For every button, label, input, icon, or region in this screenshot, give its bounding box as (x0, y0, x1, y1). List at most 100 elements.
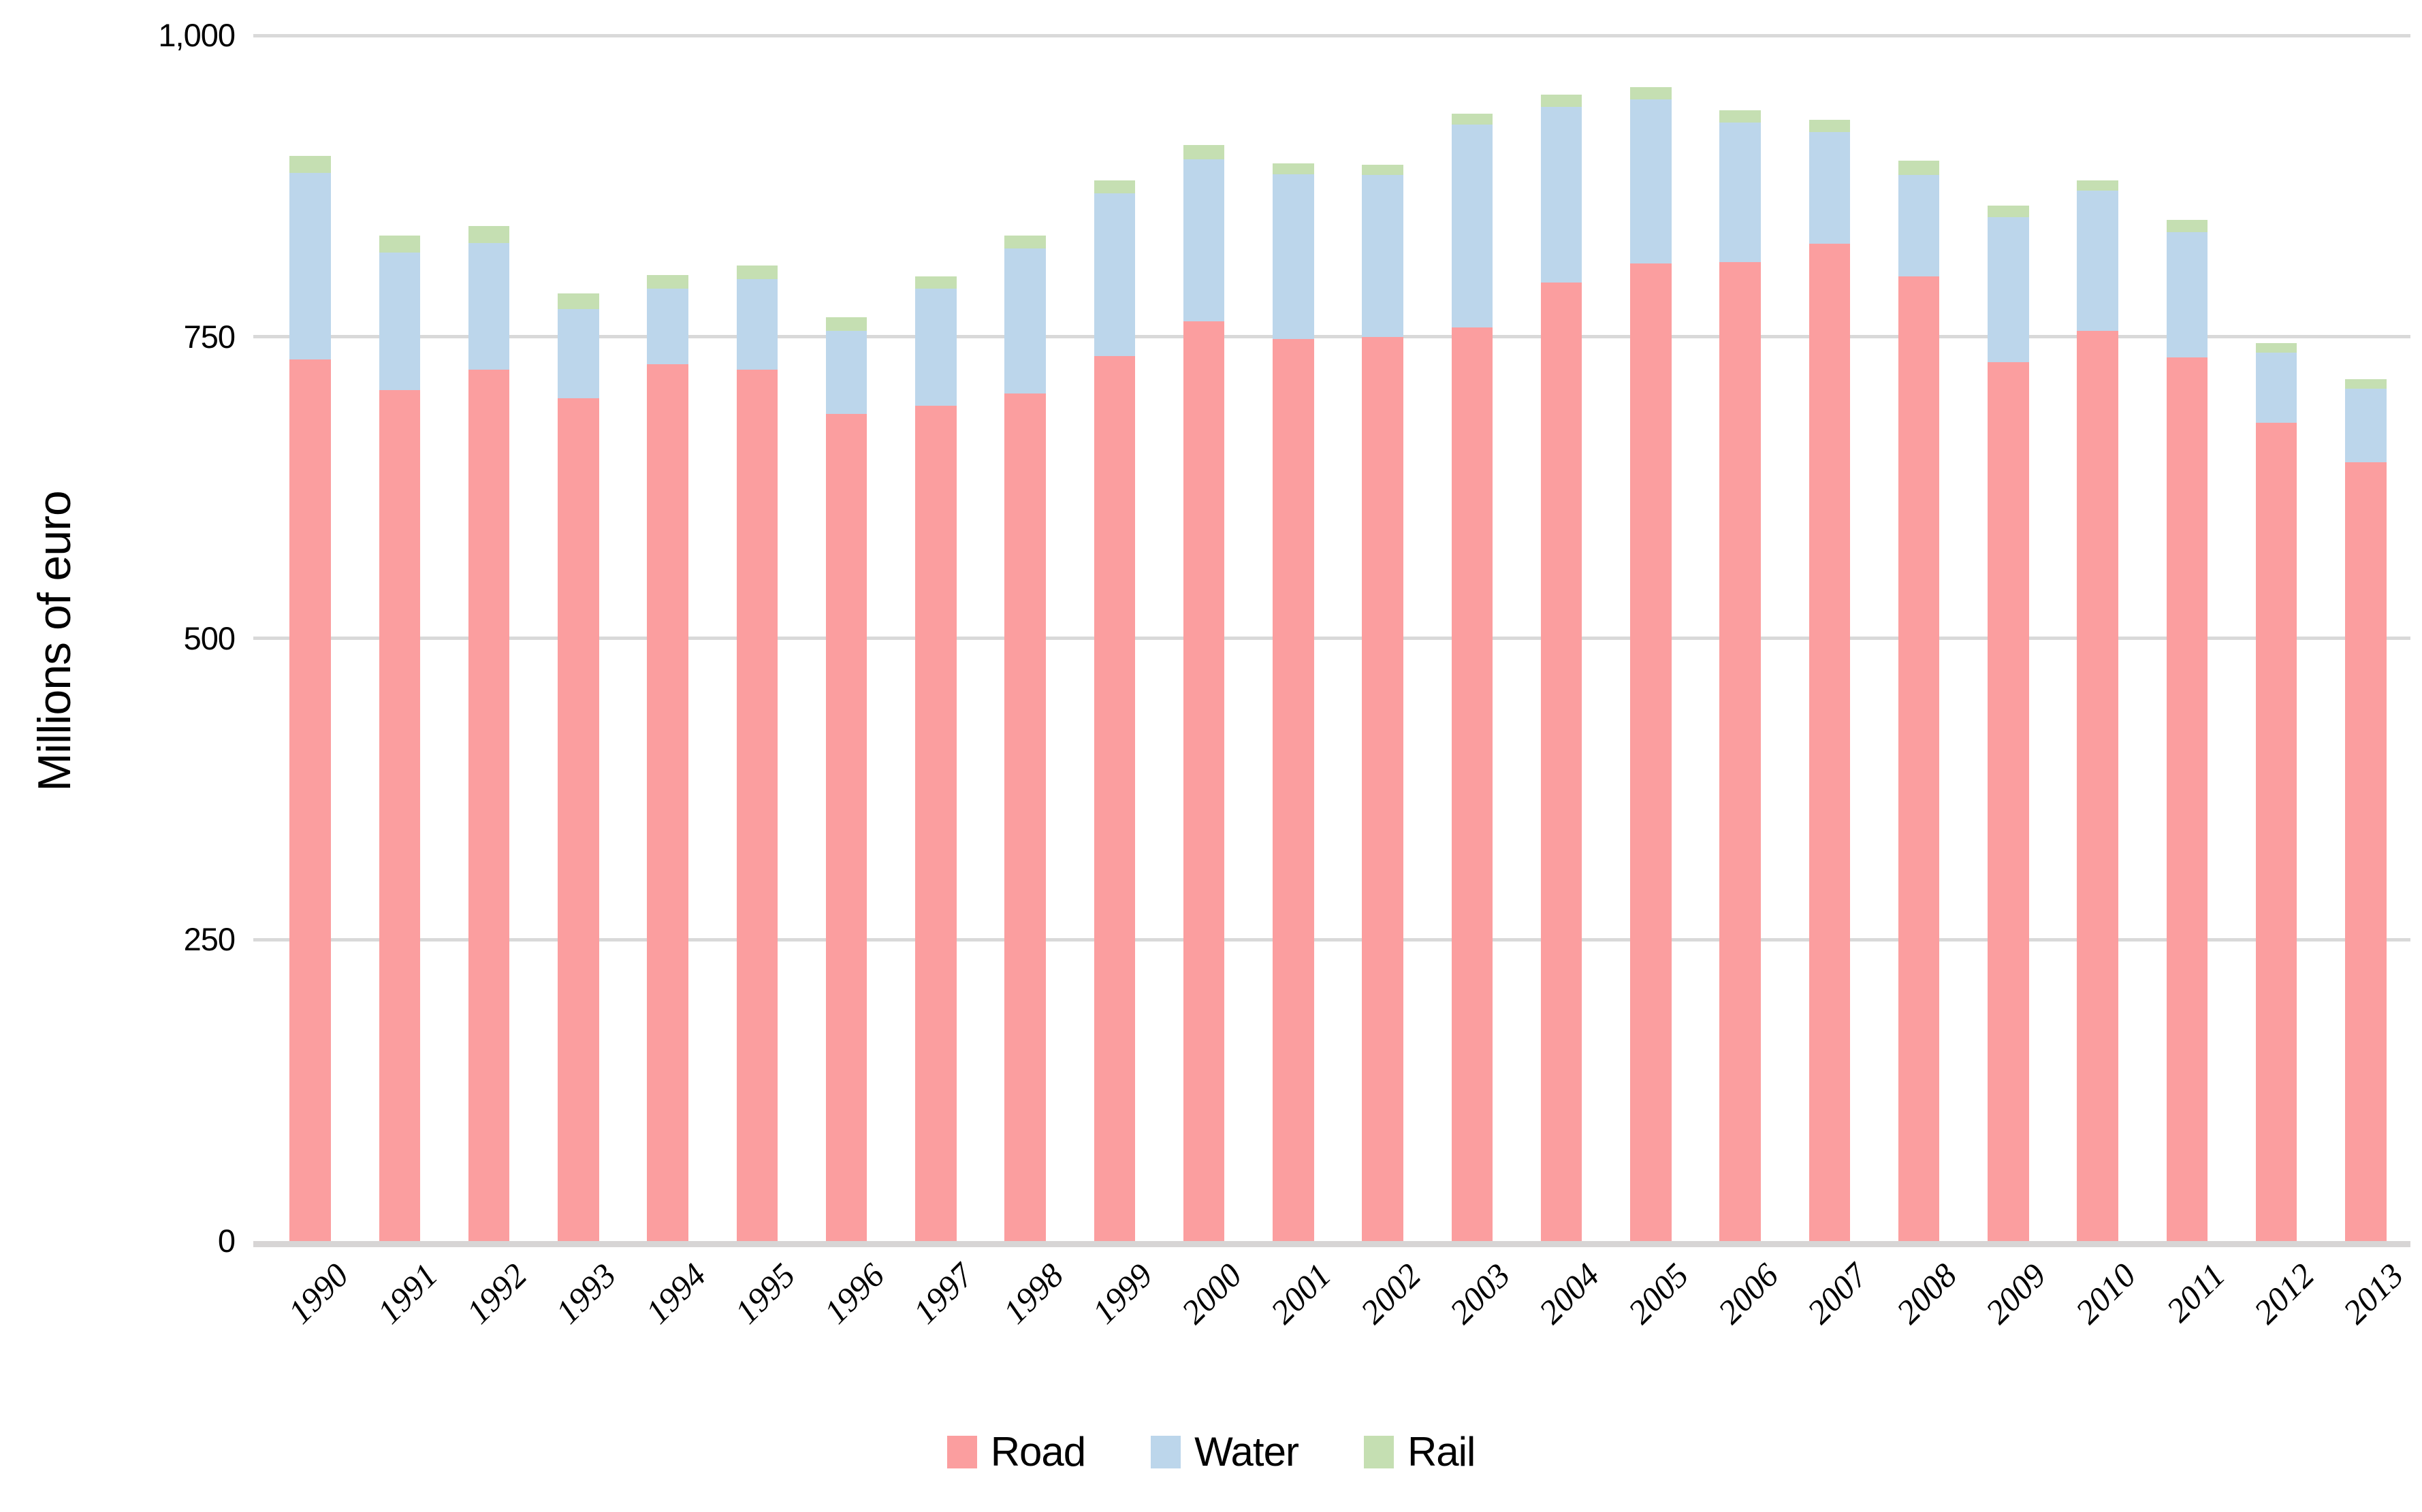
bar-2004-water-segment (1540, 106, 1582, 283)
bar-2008-water-segment (1898, 175, 1940, 277)
bar-2004-rail-segment (1540, 94, 1582, 107)
bar-2011 (2166, 219, 2208, 1241)
bar-1992-road-segment (468, 369, 510, 1241)
x-axis-tick-labels: 1990 1991 1992 1993 1994 1995 1996 1997 1998 1999… (0, 1251, 2422, 1415)
bar-2005-rail-segment (1630, 87, 1672, 99)
bar-slot-2005 (1606, 35, 1695, 1241)
bar-2001-road-segment (1273, 339, 1314, 1241)
y-tick-label-1000: 1,000 (158, 17, 236, 53)
bar-slot-1990 (266, 35, 355, 1241)
bar-1993-rail-segment (558, 293, 599, 310)
bar-1991-road-segment (379, 389, 421, 1241)
bar-1991-water-segment (379, 252, 421, 390)
bar-1999-water-segment (1094, 193, 1136, 357)
bar-2011-rail-segment (2166, 219, 2208, 232)
bar-2011-water-segment (2166, 231, 2208, 357)
legend-item-water: Water (1151, 1428, 1299, 1475)
bar-2001-rail-segment (1273, 163, 1314, 174)
bar-2012-rail-segment (2255, 342, 2297, 353)
x-tick-label-1999: 1999 (1084, 1255, 1160, 1332)
x-tick-label-2003: 2003 (1441, 1255, 1518, 1332)
bar-slot-2007 (1785, 35, 1874, 1241)
bar-2010-road-segment (2077, 330, 2118, 1241)
bar-2013 (2345, 379, 2387, 1241)
bar-2007-rail-segment (1808, 120, 1851, 132)
bar-2010 (2077, 180, 2118, 1241)
bar-1993 (558, 293, 599, 1241)
bar-2006-road-segment (1719, 261, 1761, 1241)
bar-slot-2008 (1875, 35, 1964, 1241)
bar-slot-2004 (1517, 35, 1606, 1241)
x-tick-label-2002: 2002 (1352, 1255, 1428, 1332)
x-tick-label-1991: 1991 (369, 1255, 445, 1332)
bar-2009 (1988, 205, 2029, 1241)
x-tick-label-2007: 2007 (1799, 1255, 1875, 1332)
gridline-500 (253, 637, 2410, 640)
legend: Road Water Rail (0, 1428, 2422, 1475)
x-tick-label-1996: 1996 (816, 1255, 892, 1332)
x-tick-label-1998: 1998 (995, 1255, 1070, 1332)
bar-2004 (1540, 94, 1582, 1241)
bar-1995-road-segment (736, 369, 778, 1241)
bar-slot-1995 (712, 35, 801, 1241)
bar-2007-water-segment (1808, 131, 1851, 244)
bar-2002 (1362, 164, 1403, 1241)
bar-1992 (468, 225, 510, 1241)
legend-item-rail: Rail (1363, 1428, 1476, 1475)
bar-1999-road-segment (1094, 356, 1136, 1241)
bar-2003-road-segment (1451, 327, 1493, 1241)
bar-2005-water-segment (1630, 99, 1672, 263)
bar-2002-road-segment (1362, 336, 1403, 1241)
bar-1994-rail-segment (647, 275, 688, 289)
x-tick-label-2013: 2013 (2336, 1255, 2411, 1332)
bar-1999 (1094, 180, 1136, 1241)
x-axis-line (253, 1241, 2410, 1247)
y-tick-label-500: 500 (183, 620, 236, 656)
bar-1990-road-segment (289, 359, 331, 1241)
bar-1995-rail-segment (736, 266, 778, 279)
x-tick-label-2005: 2005 (1621, 1255, 1696, 1332)
legend-marker-road-icon (946, 1435, 977, 1468)
x-tick-label-2011: 2011 (2158, 1255, 2233, 1330)
bar-2013-road-segment (2345, 462, 2387, 1241)
bar-1991 (379, 236, 421, 1241)
gridline-250 (253, 937, 2410, 942)
bar-2006 (1719, 110, 1761, 1241)
bar-2009-rail-segment (1988, 205, 2029, 218)
bar-1998-rail-segment (1004, 236, 1046, 249)
bar-1991-rail-segment (379, 236, 421, 253)
bar-1990 (289, 156, 331, 1241)
bar-1997-road-segment (915, 405, 957, 1241)
x-tick-label-1995: 1995 (727, 1255, 803, 1332)
bar-1993-road-segment (558, 398, 599, 1241)
bar-2004-road-segment (1540, 283, 1582, 1241)
bar-2000-water-segment (1183, 159, 1225, 321)
bar-slot-2009 (1964, 35, 2053, 1241)
bar-1992-rail-segment (468, 225, 510, 243)
x-tick-label-2004: 2004 (1531, 1255, 1607, 1332)
bar-1993-water-segment (558, 309, 599, 399)
bar-1997 (915, 276, 957, 1241)
bar-slot-2001 (1249, 35, 1338, 1241)
bar-1996 (825, 317, 867, 1241)
bar-1990-rail-segment (289, 156, 331, 173)
x-tick-label-1997: 1997 (906, 1255, 981, 1332)
bar-2007-road-segment (1808, 244, 1851, 1241)
bar-1998-road-segment (1004, 393, 1046, 1241)
bar-slot-2013 (2321, 35, 2410, 1241)
bar-1995-water-segment (736, 278, 778, 370)
bar-slot-1996 (802, 35, 891, 1241)
legend-marker-water-icon (1151, 1435, 1181, 1468)
bar-1996-rail-segment (825, 317, 867, 331)
x-tick-label-1993: 1993 (548, 1255, 624, 1332)
legend-marker-rail-icon (1363, 1435, 1394, 1468)
bar-2006-rail-segment (1719, 110, 1761, 123)
y-tick-label-0: 0 (217, 1223, 236, 1259)
x-tick-label-2008: 2008 (1889, 1255, 1964, 1332)
bar-2008-rail-segment (1898, 161, 1940, 176)
bars-container (266, 35, 2410, 1241)
bar-slot-2012 (2232, 35, 2321, 1241)
x-tick-label-2009: 2009 (1978, 1255, 2054, 1332)
bar-2003 (1451, 114, 1493, 1241)
